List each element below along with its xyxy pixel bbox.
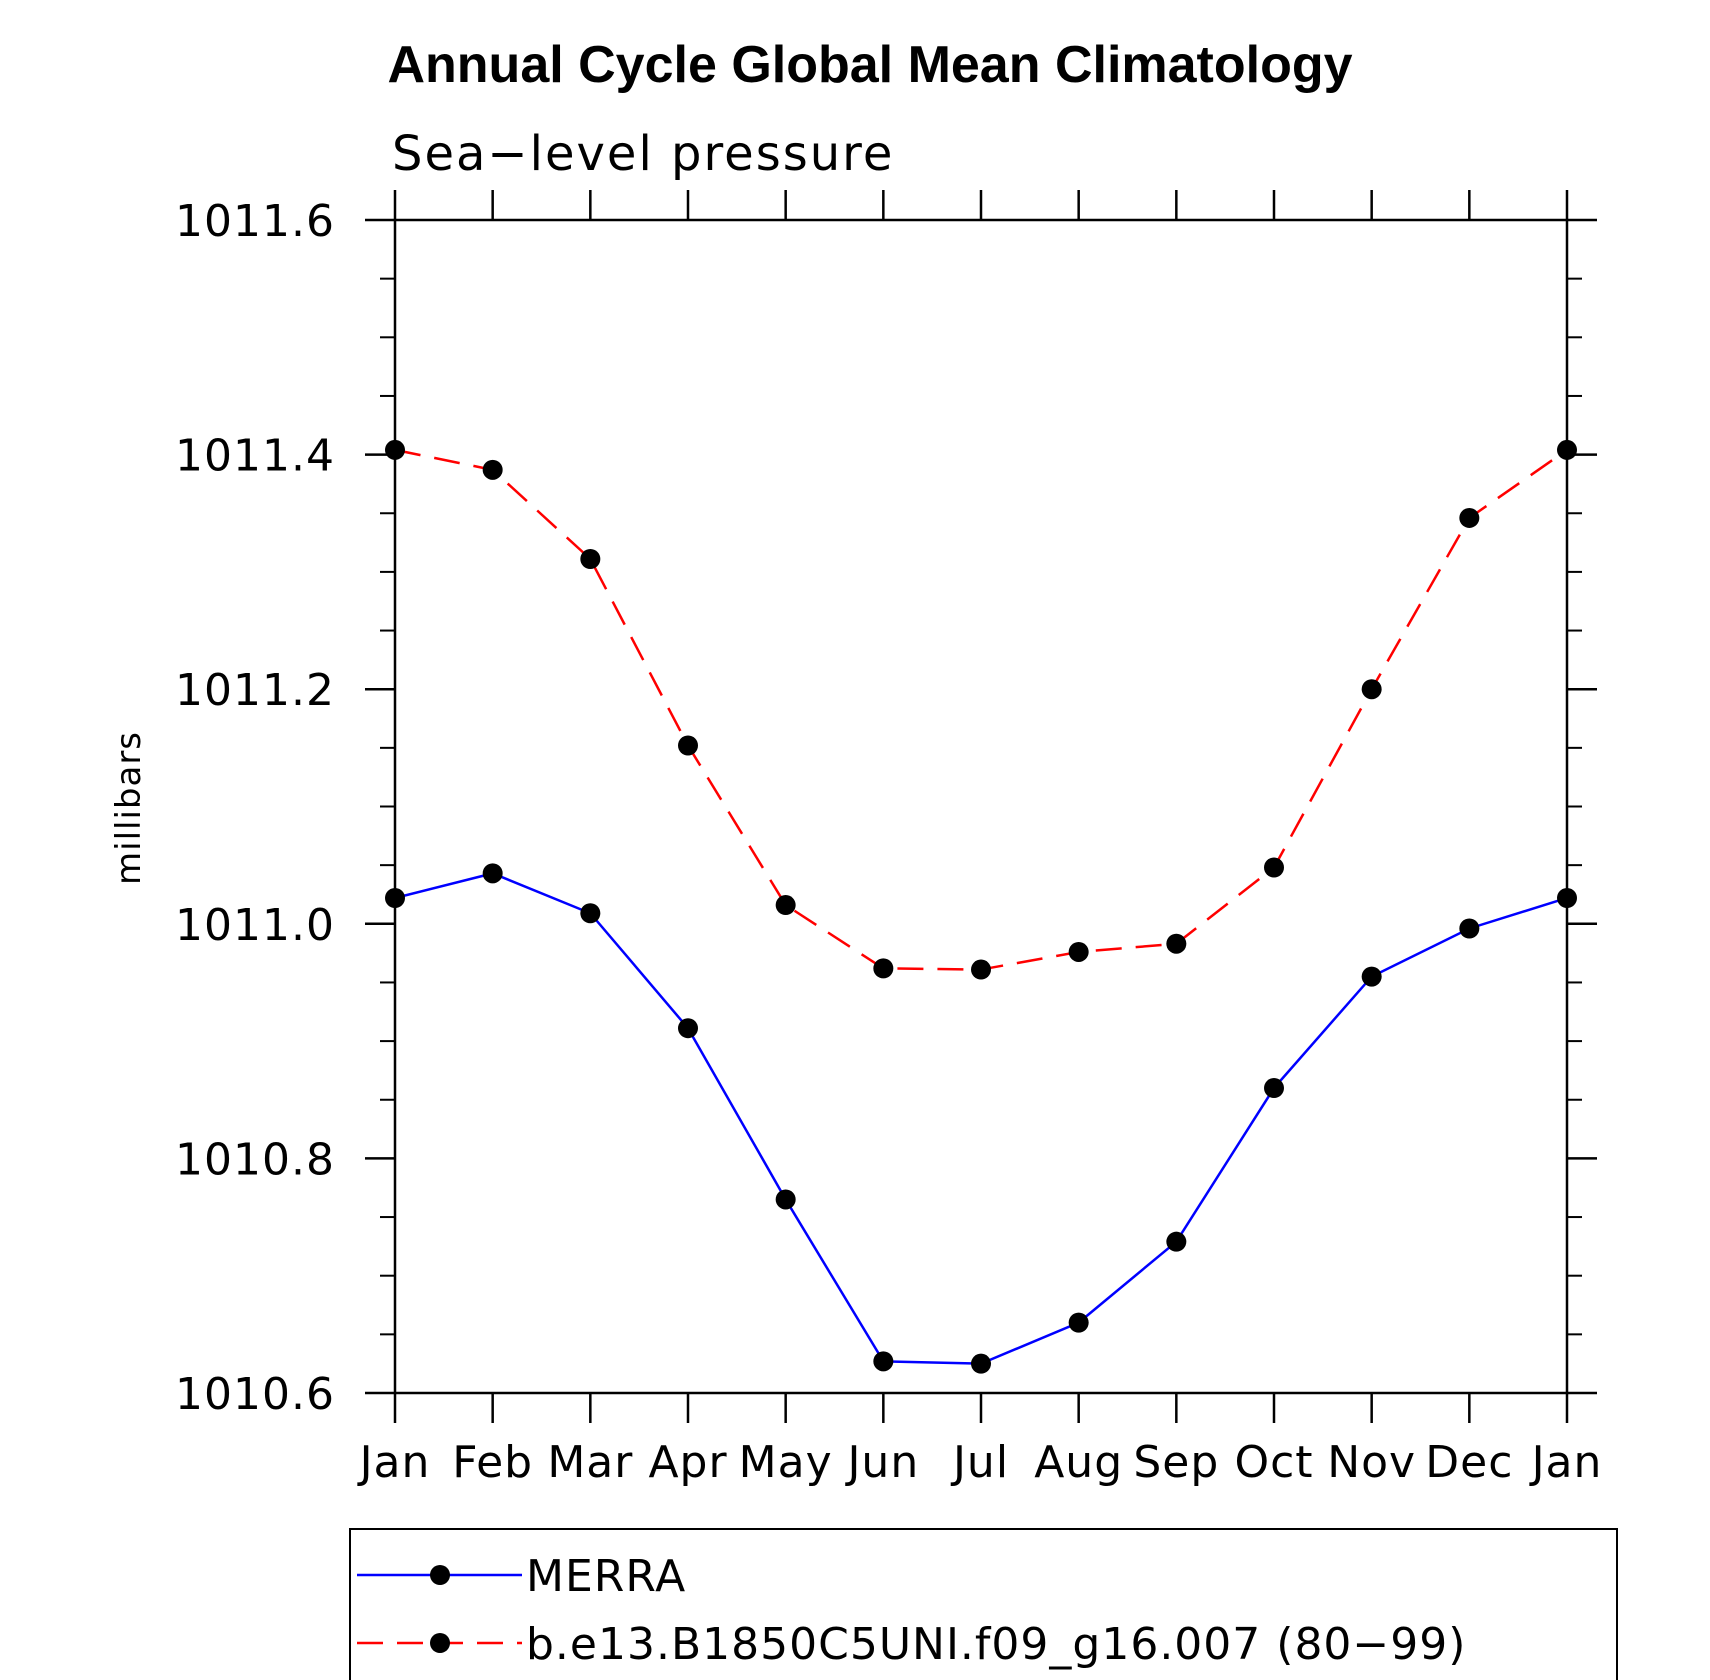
series-1-point	[971, 1353, 991, 1374]
x-tick-label: Mar	[547, 1437, 633, 1488]
series-line-1	[394, 872, 1568, 1365]
series-1-point	[580, 903, 601, 924]
series-2-point	[1361, 679, 1382, 700]
x-tick-label: May	[739, 1437, 833, 1488]
y-axis-label: millibars	[109, 731, 149, 885]
legend-marker-1	[430, 1565, 450, 1585]
series-1-point	[1557, 887, 1577, 908]
series-2-point	[580, 548, 601, 569]
y-tick-label: 1011.6	[175, 196, 335, 247]
x-tick-label: Apr	[648, 1437, 727, 1488]
x-tick-label: Jul	[950, 1437, 1009, 1488]
chart-subtitle: Sea−level pressure	[392, 126, 894, 182]
x-tick-label: Sep	[1133, 1437, 1219, 1488]
legend-box	[349, 1528, 1618, 1680]
series-1-point	[1264, 1078, 1284, 1099]
legend-marker-2	[430, 1633, 450, 1653]
series-1-point	[1459, 918, 1480, 939]
series-2-point	[1166, 933, 1187, 954]
series-1-point	[1166, 1231, 1187, 1252]
legend-label-2: b.e13.B1850C5UNI.f09_g16.007 (80−99)	[526, 1619, 1466, 1670]
x-tick-label: Jan	[357, 1437, 431, 1488]
plot-frame	[393, 218, 1569, 1395]
y-tick-label: 1011.4	[175, 431, 335, 482]
series-1-point	[678, 1018, 698, 1039]
y-tick-label: 1010.8	[175, 1134, 335, 1185]
x-tick-label: Dec	[1425, 1437, 1513, 1488]
series-2-point	[1068, 941, 1089, 962]
series-1-point	[1361, 966, 1382, 987]
series-2-point	[1264, 857, 1284, 878]
series-2-point	[775, 895, 796, 916]
series-1-point	[873, 1351, 894, 1372]
series-2-point	[873, 958, 894, 979]
series-1-point	[1068, 1312, 1089, 1333]
series-2-point	[1459, 507, 1480, 528]
axes: Jan Feb Mar Apr May Jun Jul Aug Sep Oct Nov Dec Jan 1…	[175, 190, 1603, 1488]
y-tick-label: 1011.2	[175, 665, 335, 716]
series-line-2	[394, 448, 1568, 971]
chart-title: Annual Cycle Global Mean Climatology	[387, 36, 1352, 94]
legend-items: MERRA b.e13.B1850C5UNI.f09_g16.007 (80−99…	[357, 1551, 1466, 1670]
series-2-point	[971, 959, 991, 980]
series-1-point	[385, 887, 405, 908]
x-tick-label: Aug	[1034, 1437, 1123, 1488]
series-1-point	[775, 1189, 796, 1210]
legend-label-1: MERRA	[526, 1551, 686, 1602]
series-2-point	[678, 735, 698, 756]
x-tick-label: Nov	[1327, 1437, 1416, 1488]
series-layer	[385, 439, 1577, 1374]
x-tick-label: Jun	[844, 1437, 919, 1488]
y-tick-label: 1011.0	[175, 900, 335, 951]
series-2-point	[385, 439, 405, 460]
legend: MERRA b.e13.B1850C5UNI.f09_g16.007 (80−99…	[349, 1528, 1618, 1680]
series-2-point	[482, 459, 503, 480]
series-1-point	[482, 863, 503, 884]
x-tick-label: Oct	[1234, 1437, 1313, 1488]
series-2-point	[1557, 439, 1577, 460]
x-tick-label: Jan	[1529, 1437, 1603, 1488]
x-tick-label: Feb	[452, 1437, 533, 1488]
y-tick-label: 1010.6	[175, 1369, 335, 1420]
